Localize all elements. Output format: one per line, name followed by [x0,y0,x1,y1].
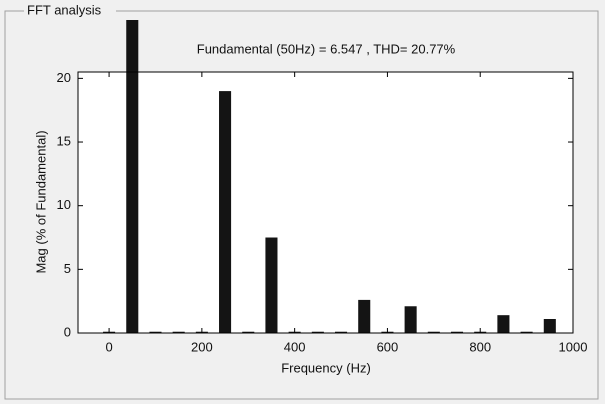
bar [311,331,324,333]
bar [219,91,232,333]
panel-title: FFT analysis [27,2,102,17]
y-tick-label: 15 [57,133,71,148]
bar [427,331,440,333]
bar [335,331,348,333]
bar [497,315,510,333]
y-tick-label: 10 [57,197,71,212]
x-tick-label: 1000 [559,339,588,354]
bar [450,331,464,333]
x-tick-label: 0 [105,339,112,354]
panel-title-bg [24,3,116,19]
bar [520,331,533,333]
x-tick-label: 200 [191,339,213,354]
bar [265,237,278,333]
chart-title: Fundamental (50Hz) = 6.547 , THD= 20.77% [197,41,456,56]
bar [149,331,162,333]
bar [126,20,139,333]
y-tick-label: 0 [64,324,71,339]
x-tick-label: 400 [284,339,306,354]
plot-area [78,72,573,333]
bar [358,299,371,333]
y-tick-label: 5 [64,261,71,276]
y-tick-label: 20 [57,70,71,85]
x-axis-label: Frequency (Hz) [281,360,371,375]
y-axis-label: Mag (% of Fundamental) [33,130,48,273]
panel-border [4,10,599,400]
x-tick-label: 800 [469,339,491,354]
bar [543,318,556,333]
bar [172,331,185,333]
bar [404,306,417,333]
x-tick-label: 600 [377,339,399,354]
bar [242,331,255,333]
axes-box [77,71,574,334]
